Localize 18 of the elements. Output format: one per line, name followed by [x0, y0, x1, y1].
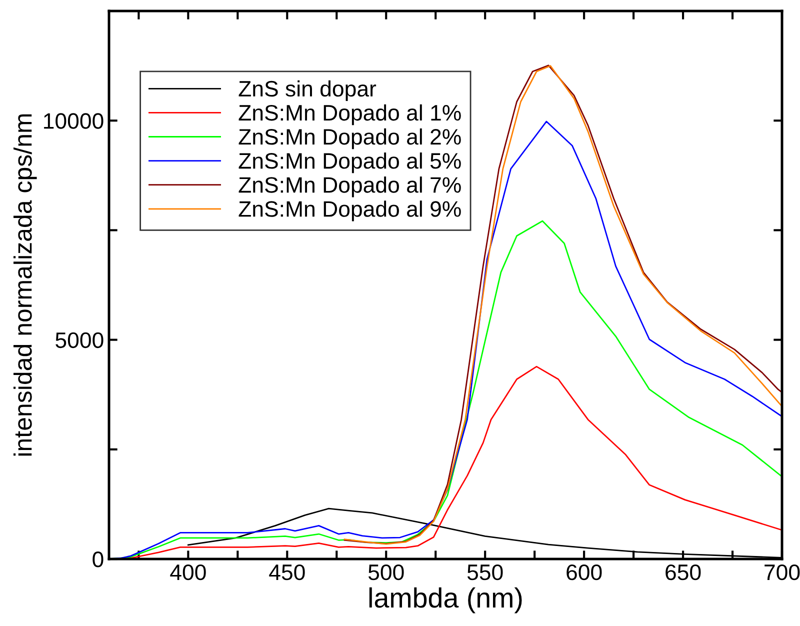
y-tick-label: 0: [92, 552, 104, 568]
x-tick-label: 700: [764, 564, 800, 580]
legend-label: ZnS:Mn Dopado al 2%: [238, 128, 461, 150]
legend-label: ZnS:Mn Dopado al 7%: [238, 176, 461, 198]
x-axis-title: lambda (nm): [369, 587, 522, 614]
legend-label: ZnS:Mn Dopado al 5%: [238, 152, 461, 174]
y-axis-title: intensidad normalizada cps/nm: [13, 114, 37, 456]
legend-label: ZnS:Mn Dopado al 9%: [238, 200, 461, 222]
x-tick-label: 650: [666, 564, 701, 580]
x-tick-label: 450: [269, 564, 305, 580]
y-tick-label: 10000: [44, 113, 104, 129]
x-tick-label: 550: [467, 564, 503, 580]
x-tick-label: 600: [566, 564, 602, 580]
legend-label: ZnS:Mn Dopado al 1%: [238, 104, 461, 126]
x-tick-label: 500: [368, 564, 404, 580]
legend-label: ZnS sin dopar: [238, 80, 376, 102]
x-tick-label: 400: [170, 564, 206, 580]
y-tick-label: 5000: [56, 332, 104, 348]
